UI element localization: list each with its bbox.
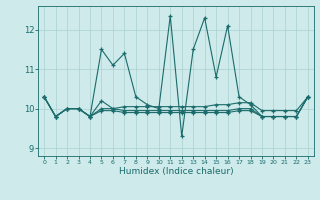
X-axis label: Humidex (Indice chaleur): Humidex (Indice chaleur) [119,167,233,176]
